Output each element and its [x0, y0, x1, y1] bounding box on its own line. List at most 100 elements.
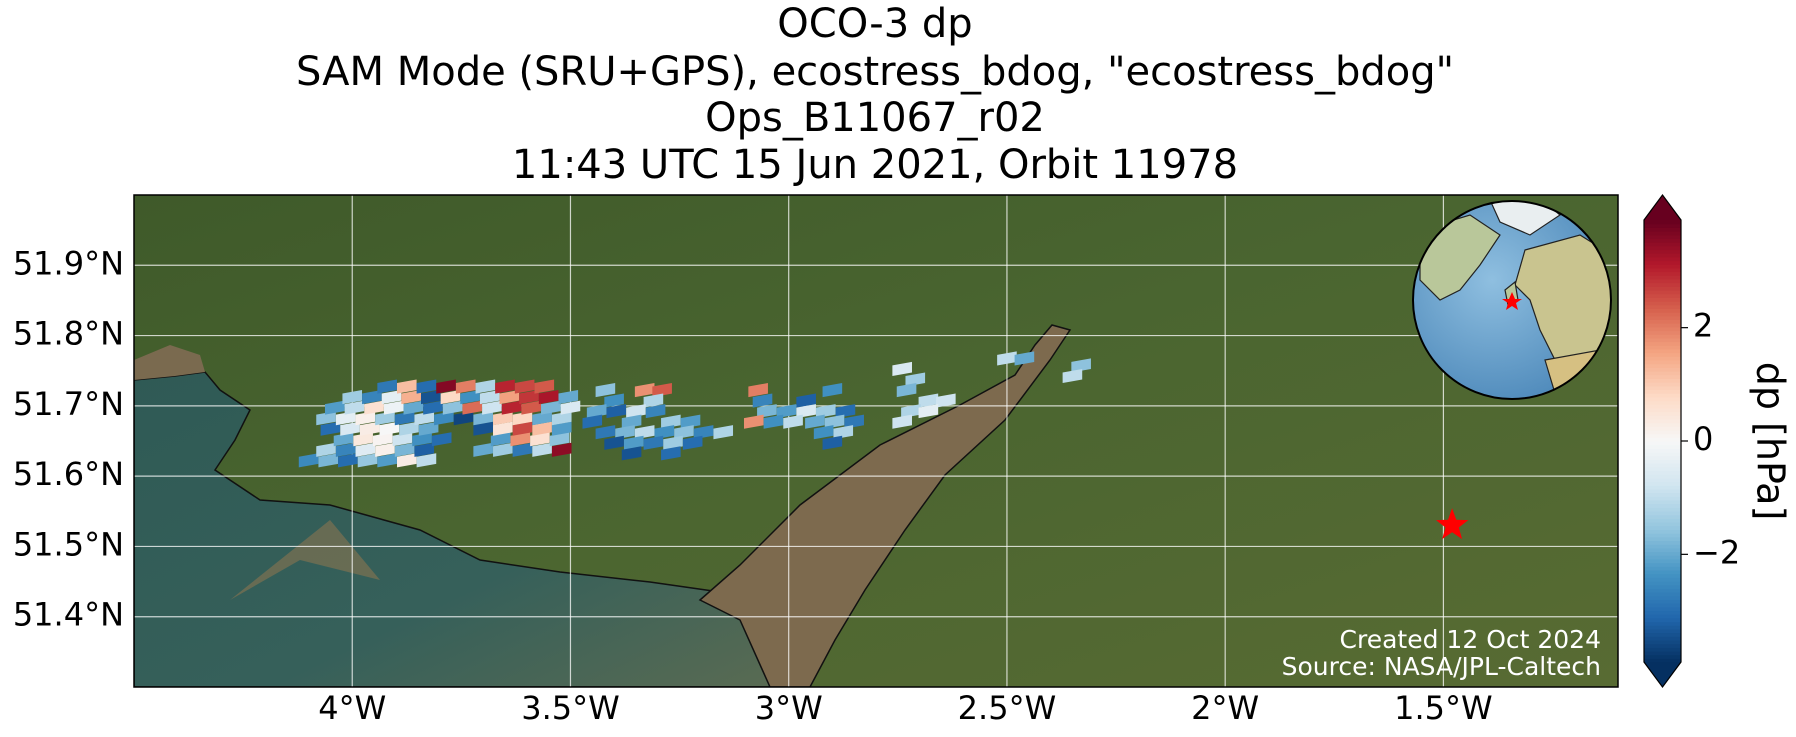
sounding-cell — [816, 404, 836, 419]
sounding-cell — [538, 390, 559, 405]
sounding-cell — [560, 400, 581, 415]
colorbar-step — [1644, 238, 1681, 243]
colorbar-step — [1644, 536, 1681, 542]
sounding-cell — [423, 400, 443, 415]
colorbar-step — [1644, 525, 1681, 530]
sounding-cell — [604, 393, 624, 408]
sounding-cell — [833, 425, 854, 440]
colorbar-step — [1644, 510, 1681, 516]
y-tick-label: 51.6°N — [13, 455, 124, 493]
colorbar-step — [1644, 289, 1681, 295]
globe-star — [1502, 292, 1522, 310]
globe-outline — [1412, 200, 1612, 400]
sounding-cell — [634, 425, 655, 440]
sounding-cell — [896, 383, 917, 398]
colorbar-step — [1644, 555, 1681, 560]
sounding-cell — [892, 361, 912, 377]
sounding-cell — [482, 400, 502, 415]
colorbar-step — [1644, 415, 1681, 420]
sounding-cell — [532, 421, 552, 436]
sounding-cell — [512, 421, 533, 436]
colorbar-step — [1644, 455, 1681, 461]
soundings — [298, 351, 1091, 468]
sounding-cell — [892, 414, 912, 429]
sounding-cell — [663, 435, 683, 450]
sounding-cell — [682, 435, 703, 450]
sounding-cell — [713, 425, 734, 440]
sounding-cell — [1071, 358, 1091, 373]
colorbar-step — [1644, 643, 1681, 648]
colorbar-step — [1644, 245, 1681, 251]
sounding-cell — [604, 435, 624, 450]
colorbar-step — [1644, 223, 1681, 228]
sounding-cell — [412, 432, 432, 447]
colorbar-step — [1644, 411, 1681, 416]
sounding-cell — [434, 411, 454, 426]
sounding-cell — [822, 435, 843, 450]
colorbar-step — [1644, 463, 1681, 468]
sounding-cell — [335, 411, 356, 426]
sounding-cell — [748, 383, 768, 398]
sounding-cell — [783, 414, 803, 429]
colorbar-step — [1644, 220, 1681, 225]
target-star — [1436, 508, 1469, 540]
colorbar-step — [1644, 514, 1681, 519]
colorbar-step — [1644, 293, 1681, 298]
sounding-cell — [493, 421, 513, 436]
colorbar-step — [1644, 330, 1681, 335]
colorbar-step — [1644, 253, 1681, 258]
sounding-cell — [645, 404, 666, 419]
sounding-cell — [316, 411, 336, 426]
colorbar-tick-label: −2 — [1693, 533, 1740, 571]
colorbar-step — [1644, 400, 1681, 405]
y-tick-label: 51.5°N — [13, 525, 124, 563]
colorbar-step — [1644, 275, 1681, 280]
markers — [1436, 508, 1469, 540]
sounding-cell — [743, 414, 764, 429]
colorbar-step — [1644, 499, 1681, 505]
sounding-cell — [324, 400, 345, 415]
sounding-cell — [615, 425, 635, 440]
colorbar-step — [1644, 348, 1681, 354]
sounding-cell — [490, 432, 511, 447]
colorbar-step — [1644, 356, 1681, 361]
sounding-cell — [338, 453, 358, 468]
sounding-cell — [532, 442, 552, 457]
title-line: Ops_B11067_r02 — [705, 95, 1045, 141]
sounding-cell — [399, 421, 419, 436]
sounding-cell — [418, 421, 439, 436]
colorbar-step — [1644, 367, 1681, 372]
sounding-cell — [822, 383, 843, 398]
sounding-cell — [643, 393, 664, 408]
sounding-cell — [442, 400, 463, 415]
sounding-cell — [901, 404, 921, 419]
colorbar-step — [1644, 496, 1681, 501]
colorbar-step — [1644, 429, 1681, 435]
sounding-cell — [493, 442, 513, 457]
sounding-cell — [377, 453, 397, 468]
colorbar-step — [1644, 363, 1681, 368]
sounding-cell — [693, 425, 714, 440]
sounding-cell — [414, 411, 435, 426]
colorbar-step — [1644, 323, 1681, 328]
sounding-cell — [342, 390, 363, 405]
sounding-cell — [558, 390, 579, 405]
sounding-cell — [586, 404, 607, 419]
globe-ice — [1489, 201, 1561, 236]
sounding-cell — [918, 393, 939, 408]
colorbar-step — [1644, 551, 1681, 556]
colorbar-step — [1644, 382, 1681, 387]
colorbar-step — [1644, 345, 1681, 350]
sounding-cell — [353, 432, 373, 447]
colorbar-step — [1644, 337, 1681, 343]
colorbar-step — [1644, 407, 1681, 413]
colorbar-step — [1644, 584, 1681, 589]
colorbar-outline — [1643, 193, 1682, 689]
colorbar-step — [1644, 359, 1681, 365]
sounding-cell — [763, 414, 784, 429]
sounding-cell — [493, 411, 513, 426]
annotation: Source: NASA/JPL-Caltech — [1282, 652, 1601, 681]
colorbar-step — [1644, 654, 1681, 659]
colorbar-step — [1644, 477, 1681, 483]
sounding-cell — [298, 453, 319, 468]
